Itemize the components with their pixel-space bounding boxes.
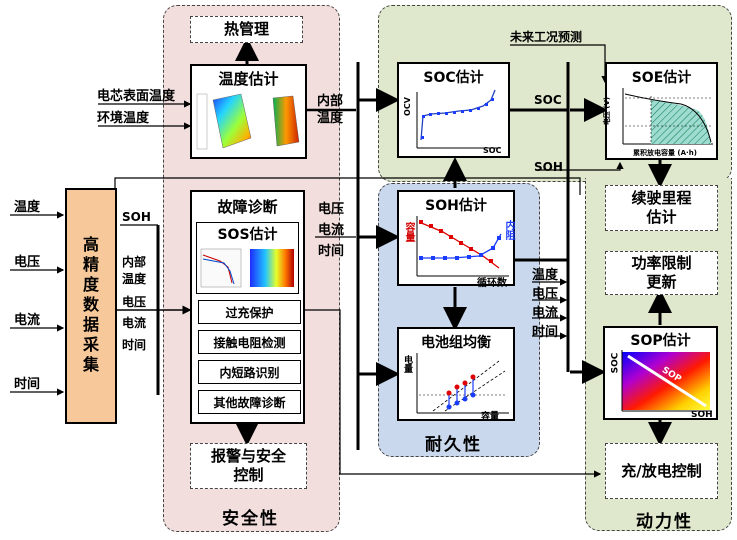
input-ambient-temperature: 环境温度 <box>97 111 150 126</box>
soh-estimation-title: SOH估计 <box>425 198 487 214</box>
soh-chart <box>416 216 509 277</box>
fault-item-overcharge-protection: 过充保护 <box>198 300 301 324</box>
soe-chart <box>622 88 713 145</box>
soc-estimation-box: SOC估计 OCV SOC <box>397 62 510 158</box>
sos-estimation-box: SOS估计 <box>196 222 299 294</box>
soh-input-current: 电流 <box>318 223 345 238</box>
balancing-y-axis-label: 电量 <box>402 355 412 373</box>
fault-item-contact-resistance: 接触电阻检测 <box>198 330 301 354</box>
battery-balancing-box: 电池组均衡 电量 容量 <box>397 327 515 422</box>
battery-balancing-title: 电池组均衡 <box>421 335 491 351</box>
soh-x-axis-label: 循环数 <box>477 278 507 289</box>
safety-title: 安全性 <box>222 509 279 529</box>
soh-output-label: SOH <box>534 160 563 174</box>
soc-x-axis-label: SOC <box>483 146 502 155</box>
sop-input-voltage: 电压 <box>532 287 559 302</box>
sop-input-current: 电流 <box>532 306 559 321</box>
sop-input-temperature: 温度 <box>532 268 559 283</box>
balancing-chart <box>416 353 509 414</box>
fault-input-current: 电流 <box>122 316 147 330</box>
soh-input-voltage: 电压 <box>318 202 345 217</box>
sop-estimation-title: SOP估计 <box>630 333 691 349</box>
soe-estimation-title: SOE估计 <box>631 70 692 86</box>
fault-input-voltage: 电压 <box>122 295 147 309</box>
thermal-management-box: 热管理 <box>190 16 303 43</box>
temperature-estimation-box: 温度估计 <box>190 64 307 159</box>
input-current: 电流 <box>14 313 41 328</box>
fault-input-internal-temp: 内部温度 <box>122 255 147 286</box>
soe-y-axis-label: 电压 (V) <box>603 96 612 126</box>
input-voltage: 电压 <box>14 255 41 270</box>
input-surface-temperature: 电芯表面温度 <box>97 89 176 104</box>
sop-estimation-box: SOP估计 SOC SOP SOH <box>603 326 718 420</box>
alarm-safety-control-label: 报警与安全控制 <box>210 447 286 484</box>
soh-estimation-box: SOH估计 容量 内阻 循环数 <box>397 190 515 289</box>
balancing-x-axis-label: 容量 <box>481 412 500 422</box>
acquisition-label: 高精度数据采集 <box>80 236 99 376</box>
charge-discharge-control-box: 充/放电控制 <box>605 443 718 499</box>
sop-chart <box>621 350 712 412</box>
sos-chart-image <box>200 248 294 288</box>
soe-estimation-box: SOE估计 电压 (V) 累积放电容量 (A·h) <box>603 62 718 160</box>
fault-input-time: 时间 <box>122 338 147 352</box>
fault-item-other-faults: 其他故障诊断 <box>198 390 301 414</box>
power-limit-update-box: 功率限制更新 <box>605 251 718 295</box>
acquisition-box: 高精度数据采集 <box>65 188 117 424</box>
input-time: 时间 <box>14 377 41 392</box>
soh-input-time: 时间 <box>318 244 345 259</box>
output-internal-temperature: 内部温度 <box>317 94 344 126</box>
thermal-map-image <box>196 93 300 150</box>
fault-diagnosis-title: 故障诊断 <box>217 198 278 216</box>
range-estimation-box: 续驶里程估计 <box>605 185 718 231</box>
fault-diagnosis-box: 故障诊断 SOS估计 过充保护 接触电阻检测 内短路识别 其他故障诊断 <box>190 190 305 424</box>
future-condition-prediction: 未来工况预测 <box>510 30 583 44</box>
soe-x-axis-label: 累积放电容量 (A·h) <box>633 149 697 157</box>
power-limit-update-label: 功率限制更新 <box>631 254 692 291</box>
soc-ocv-chart <box>416 89 501 149</box>
power-title: 动力性 <box>636 512 693 532</box>
sop-y-axis-label: SOC <box>610 352 621 374</box>
alarm-safety-control-box: 报警与安全控制 <box>190 443 307 489</box>
durability-title: 耐久性 <box>425 435 482 455</box>
sop-input-time: 时间 <box>532 325 559 340</box>
range-estimation-label: 续驶里程估计 <box>631 189 692 226</box>
input-temperature: 温度 <box>14 200 41 215</box>
soh-left-axis-label: 容量 <box>403 222 414 242</box>
fault-item-internal-short: 内短路识别 <box>198 360 301 384</box>
sos-estimation-title: SOS估计 <box>217 227 278 243</box>
soc-y-axis-label: OCV <box>402 97 412 116</box>
soc-output-label: SOC <box>534 93 562 107</box>
temperature-estimation-title: 温度估计 <box>218 70 279 88</box>
sop-x-axis-label: SOH <box>691 410 713 420</box>
soh-right-axis-label: 内阻 <box>503 220 514 240</box>
soc-estimation-title: SOC估计 <box>423 70 484 86</box>
fault-input-soh: SOH <box>122 210 151 224</box>
